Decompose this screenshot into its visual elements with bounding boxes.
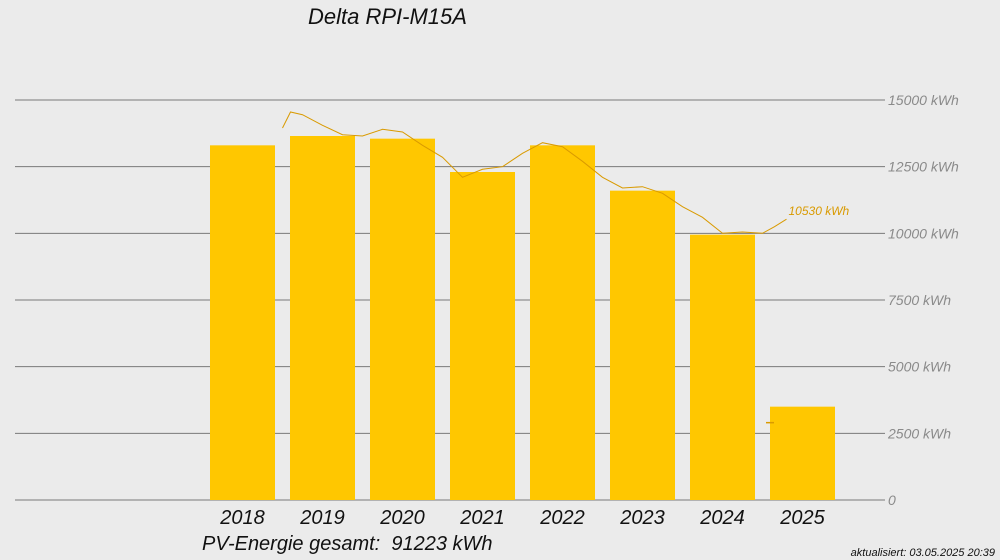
y-tick-label-4: 10000 kWh <box>888 225 959 241</box>
x-tick-label-2025: 2025 <box>779 507 825 529</box>
label-layer: 0 2500 kWh 5000 kWh 7500 kWh 10000 kWh 12500 … <box>219 92 959 529</box>
rolling-trend-line <box>282 111 787 234</box>
bar-2018 <box>210 145 275 501</box>
rolling-trend-value: 10530 kWh <box>789 204 850 218</box>
x-tick-label-2023: 2023 <box>619 507 665 529</box>
y-tick-label-6: 15000 kWh <box>888 92 959 108</box>
x-tick-label-2020: 2020 <box>379 507 425 529</box>
chart-title: Delta RPI-M15A <box>308 4 467 29</box>
bar-layer <box>210 136 835 501</box>
bar-2023 <box>610 190 675 500</box>
y-tick-label-3: 7500 kWh <box>888 292 951 308</box>
trend-layer <box>282 111 787 424</box>
updated-timestamp: aktualisiert: 03.05.2025 20:39 <box>851 547 995 559</box>
x-tick-label-2022: 2022 <box>539 507 585 529</box>
bar-2020 <box>370 138 435 500</box>
x-tick-label-2019: 2019 <box>299 507 345 529</box>
x-tick-label-2024: 2024 <box>699 507 745 529</box>
bar-2019 <box>290 136 355 500</box>
y-tick-label-5: 12500 kWh <box>888 159 959 175</box>
y-tick-label-1: 2500 kWh <box>887 425 951 441</box>
y-tick-label-0: 0 <box>888 492 896 508</box>
bar-2024 <box>690 234 755 500</box>
bar-2025 <box>770 406 835 500</box>
y-tick-label-2: 5000 kWh <box>888 359 951 375</box>
total-energy-label: PV-Energie gesamt: 91223 kWh <box>202 533 493 555</box>
bar-2021 <box>450 172 515 500</box>
x-tick-label-2021: 2021 <box>459 507 505 529</box>
x-tick-label-2018: 2018 <box>219 507 265 529</box>
bar-2022 <box>530 145 595 501</box>
